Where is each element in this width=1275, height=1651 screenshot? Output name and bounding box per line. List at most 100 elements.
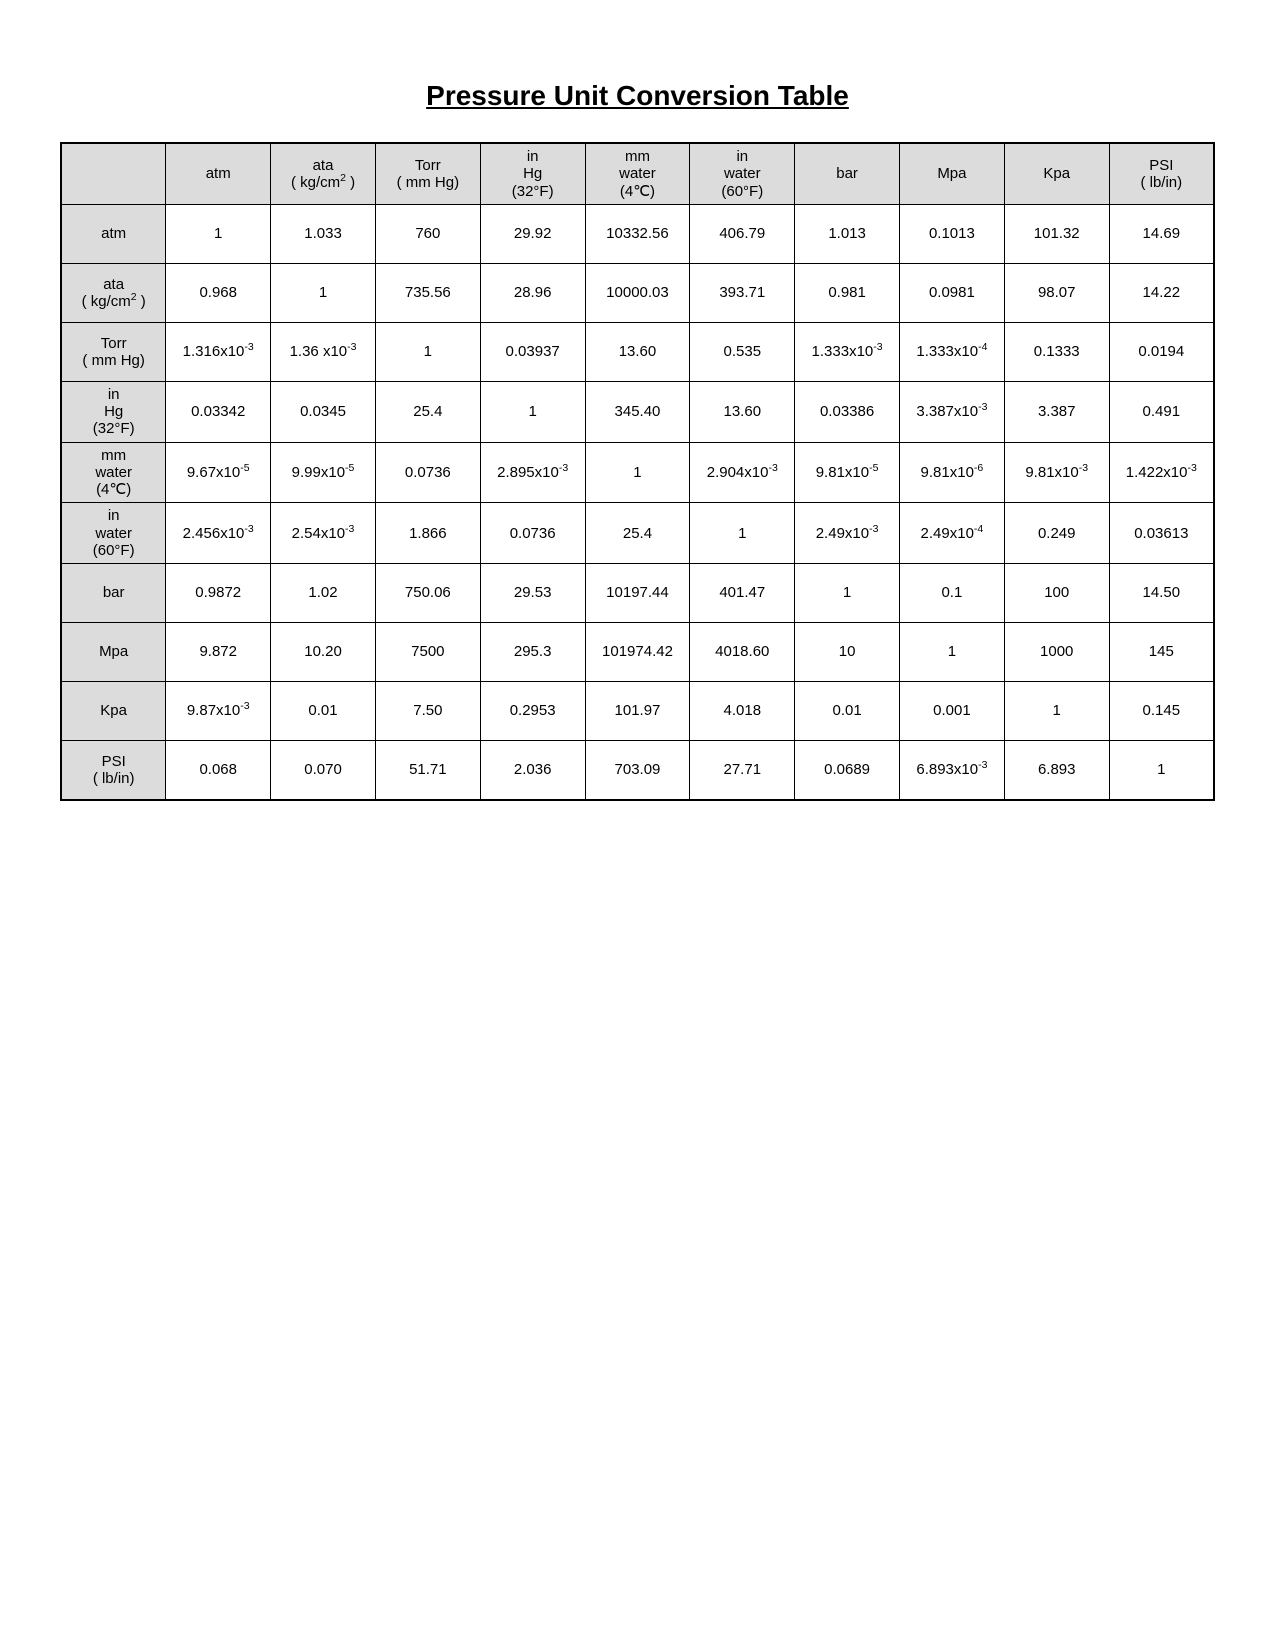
table-cell: 9.81x10-5 [795,442,900,503]
table-cell: 0.0981 [900,263,1005,322]
table-cell: 1 [480,381,585,442]
table-cell: 0.968 [166,263,271,322]
col-header: inHg(32°F) [480,143,585,204]
col-header: inwater(60°F) [690,143,795,204]
col-header: bar [795,143,900,204]
table-cell: 3.387 [1004,381,1109,442]
table-cell: 1.333x10-3 [795,322,900,381]
col-header: Mpa [900,143,1005,204]
table-cell: 9.99x10-5 [271,442,376,503]
table-cell: 1.36 x10-3 [271,322,376,381]
table-cell: 145 [1109,623,1214,682]
table-cell: 25.4 [375,381,480,442]
table-cell: 406.79 [690,204,795,263]
conversion-table: atmata( kg/cm2 )Torr( mm Hg)inHg(32°F)mm… [60,142,1215,801]
table-cell: 29.92 [480,204,585,263]
table-cell: 3.387x10-3 [900,381,1005,442]
table-cell: 98.07 [1004,263,1109,322]
table-cell: 0.535 [690,322,795,381]
table-cell: 2.49x10-3 [795,503,900,564]
table-cell: 1.316x10-3 [166,322,271,381]
table-cell: 6.893x10-3 [900,741,1005,801]
table-cell: 1.333x10-4 [900,322,1005,381]
table-cell: 1 [1004,682,1109,741]
table-cell: 9.81x10-3 [1004,442,1109,503]
table-cell: 14.50 [1109,564,1214,623]
row-header: inwater(60°F) [61,503,166,564]
col-header: atm [166,143,271,204]
table-cell: 0.0689 [795,741,900,801]
table-cell: 0.1 [900,564,1005,623]
table-cell: 27.71 [690,741,795,801]
table-cell: 0.145 [1109,682,1214,741]
table-cell: 2.54x10-3 [271,503,376,564]
table-cell: 0.1333 [1004,322,1109,381]
table-cell: 9.87x10-3 [166,682,271,741]
row-header: mmwater(4℃) [61,442,166,503]
table-cell: 1.013 [795,204,900,263]
table-cell: 0.001 [900,682,1005,741]
table-cell: 2.036 [480,741,585,801]
table-cell: 100 [1004,564,1109,623]
table-cell: 1 [795,564,900,623]
table-cell: 1 [585,442,690,503]
table-cell: 25.4 [585,503,690,564]
table-cell: 0.981 [795,263,900,322]
table-cell: 1.422x10-3 [1109,442,1214,503]
table-cell: 760 [375,204,480,263]
table-cell: 1 [375,322,480,381]
table-cell: 9.67x10-5 [166,442,271,503]
col-header: PSI( lb/in) [1109,143,1214,204]
table-cell: 14.69 [1109,204,1214,263]
table-cell: 1.033 [271,204,376,263]
table-cell: 0.03342 [166,381,271,442]
table-cell: 28.96 [480,263,585,322]
table-cell: 2.904x10-3 [690,442,795,503]
table-cell: 0.2953 [480,682,585,741]
table-cell: 29.53 [480,564,585,623]
table-cell: 13.60 [585,322,690,381]
table-cell: 10332.56 [585,204,690,263]
table-cell: 2.895x10-3 [480,442,585,503]
table-cell: 0.03937 [480,322,585,381]
table-cell: 4018.60 [690,623,795,682]
table-cell: 9.872 [166,623,271,682]
table-cell: 735.56 [375,263,480,322]
row-header: Kpa [61,682,166,741]
table-cell: 750.06 [375,564,480,623]
table-cell: 0.01 [271,682,376,741]
table-cell: 0.0345 [271,381,376,442]
table-cell: 0.491 [1109,381,1214,442]
table-cell: 10.20 [271,623,376,682]
table-cell: 393.71 [690,263,795,322]
table-cell: 0.0194 [1109,322,1214,381]
row-header: Mpa [61,623,166,682]
table-cell: 13.60 [690,381,795,442]
row-header: Torr( mm Hg) [61,322,166,381]
table-cell: 10197.44 [585,564,690,623]
table-corner [61,143,166,204]
table-cell: 51.71 [375,741,480,801]
table-cell: 345.40 [585,381,690,442]
table-cell: 1 [166,204,271,263]
col-header: Torr( mm Hg) [375,143,480,204]
table-cell: 101974.42 [585,623,690,682]
table-cell: 0.249 [1004,503,1109,564]
table-cell: 0.03613 [1109,503,1214,564]
row-header: PSI( lb/in) [61,741,166,801]
table-cell: 0.9872 [166,564,271,623]
table-cell: 703.09 [585,741,690,801]
table-cell: 9.81x10-6 [900,442,1005,503]
table-cell: 14.22 [1109,263,1214,322]
table-cell: 0.1013 [900,204,1005,263]
table-cell: 0.070 [271,741,376,801]
table-cell: 7.50 [375,682,480,741]
table-cell: 295.3 [480,623,585,682]
page-title: Pressure Unit Conversion Table [60,80,1215,112]
table-cell: 101.97 [585,682,690,741]
table-cell: 401.47 [690,564,795,623]
table-cell: 2.49x10-4 [900,503,1005,564]
table-cell: 0.03386 [795,381,900,442]
table-cell: 1 [1109,741,1214,801]
table-cell: 1000 [1004,623,1109,682]
